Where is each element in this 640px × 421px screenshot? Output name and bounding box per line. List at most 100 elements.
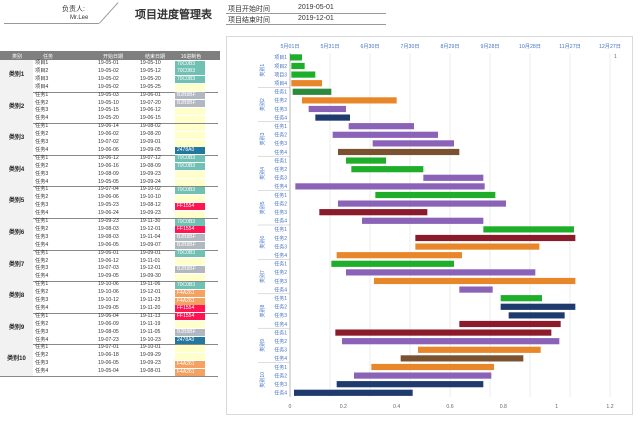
- table-row[interactable]: 任务4 19-06-24 19-09-23: [0, 210, 220, 218]
- hex-color-cell[interactable]: F4A261: [175, 368, 205, 376]
- start-date-cell[interactable]: 19-08-03: [98, 233, 119, 240]
- start-date-cell[interactable]: 19-06-24: [98, 210, 119, 217]
- hex-color-cell[interactable]: 70C0B3: [175, 250, 205, 258]
- start-date-cell[interactable]: 19-06-05: [98, 360, 119, 367]
- start-date-cell[interactable]: 19-08-05: [98, 328, 119, 335]
- end-date-cell[interactable]: 19-11-01: [140, 257, 161, 264]
- start-date-cell[interactable]: 19-06-04: [98, 312, 119, 319]
- hex-color-cell[interactable]: 70C0B3: [175, 281, 205, 289]
- end-date-cell[interactable]: 19-12-01: [140, 225, 161, 232]
- start-date-cell[interactable]: 19-06-09: [98, 320, 119, 327]
- start-date-cell[interactable]: 19-08-03: [98, 225, 119, 232]
- hex-color-cell[interactable]: B2B8BF: [175, 92, 205, 100]
- table-row[interactable]: 任务4 19-06-06 19-09-05 2478A0: [0, 147, 220, 155]
- table-row[interactable]: 任务1 19-06-04 19-11-13 FF1554: [0, 313, 220, 321]
- table-row[interactable]: 任务1 19-09-23 19-11-30 70C0B3: [0, 218, 220, 226]
- table-row[interactable]: 项目3 19-05-02 19-05-20 70C0B3: [0, 76, 220, 84]
- start-date-cell[interactable]: 19-05-02: [98, 75, 119, 82]
- start-date-cell[interactable]: 19-07-23: [98, 336, 119, 343]
- end-date-cell[interactable]: 19-08-20: [140, 131, 161, 138]
- task-cell[interactable]: 任务2: [35, 257, 49, 264]
- table-row[interactable]: 任务1 19-10-06 19-11-06 70C0B3: [0, 281, 220, 289]
- hex-color-cell[interactable]: [175, 139, 205, 147]
- task-cell[interactable]: 任务2: [35, 225, 49, 232]
- table-row[interactable]: 任务2 19-06-06 19-10-10: [0, 194, 220, 202]
- table-row[interactable]: 任务3 19-05-15 19-06-12: [0, 107, 220, 115]
- hex-color-cell[interactable]: [175, 171, 205, 179]
- task-cell[interactable]: 任务1: [35, 312, 49, 319]
- end-date-cell[interactable]: 19-11-23: [140, 297, 161, 303]
- hex-color-cell[interactable]: [175, 273, 205, 281]
- start-date-cell[interactable]: 19-06-01: [98, 249, 119, 256]
- table-row[interactable]: 任务2 19-06-12 19-11-01: [0, 258, 220, 266]
- hex-color-cell[interactable]: 2478A0: [175, 337, 205, 344]
- project-end-value[interactable]: 2019-12-01: [298, 15, 334, 22]
- hex-color-cell[interactable]: FF1554: [175, 313, 205, 321]
- hex-color-cell[interactable]: F4A261: [175, 289, 205, 297]
- end-date-cell[interactable]: 19-09-30: [140, 273, 161, 280]
- start-date-cell[interactable]: 19-07-01: [98, 344, 119, 351]
- start-date-cell[interactable]: 19-09-23: [98, 218, 119, 224]
- table-row[interactable]: 任务3 19-05-23 19-08-12 FF1554: [0, 202, 220, 210]
- task-cell[interactable]: 任务3: [35, 265, 49, 272]
- start-date-cell[interactable]: 19-06-12: [98, 154, 119, 161]
- end-date-cell[interactable]: 19-09-07: [140, 241, 161, 248]
- end-date-cell[interactable]: 19-11-05: [140, 328, 161, 335]
- hex-color-cell[interactable]: 70C0B3: [175, 76, 205, 84]
- hex-color-cell[interactable]: 70C0B3: [175, 68, 205, 76]
- end-date-cell[interactable]: 19-10-10: [140, 194, 161, 201]
- task-cell[interactable]: 任务1: [35, 249, 49, 256]
- hex-color-cell[interactable]: F4A261: [175, 360, 205, 368]
- hex-color-cell[interactable]: B2B8BF: [175, 234, 205, 242]
- end-date-cell[interactable]: 19-12-01: [140, 265, 161, 272]
- table-row[interactable]: 任务4 19-09-05 19-09-30: [0, 273, 220, 281]
- end-date-cell[interactable]: 19-11-19: [140, 320, 161, 327]
- table-row[interactable]: 任务1 19-06-12 19-07-12 70C0B3: [0, 155, 220, 163]
- start-date-cell[interactable]: 19-07-03: [98, 265, 119, 272]
- task-cell[interactable]: 任务4: [35, 146, 49, 153]
- task-cell[interactable]: 任务1: [35, 281, 49, 288]
- table-row[interactable]: 任务2 19-06-16 19-08-09 70C0B3: [0, 163, 220, 171]
- start-date-cell[interactable]: 19-06-02: [98, 131, 119, 138]
- end-date-cell[interactable]: 19-06-15: [140, 115, 161, 122]
- end-date-cell[interactable]: 19-06-12: [140, 107, 161, 114]
- start-date-cell[interactable]: 19-06-12: [98, 257, 119, 264]
- hex-color-cell[interactable]: [175, 107, 205, 115]
- hex-color-cell[interactable]: B2B8BF: [175, 100, 205, 107]
- hex-color-cell[interactable]: FF1554: [175, 305, 205, 313]
- end-date-cell[interactable]: 19-07-12: [140, 154, 161, 161]
- task-cell[interactable]: 任务3: [35, 107, 49, 114]
- task-cell[interactable]: 项目4: [35, 83, 49, 90]
- table-row[interactable]: 任务1 19-06-14 19-08-02: [0, 123, 220, 131]
- end-date-cell[interactable]: 19-08-01: [140, 368, 161, 375]
- hex-color-cell[interactable]: 70C0B3: [175, 218, 205, 226]
- end-date-cell[interactable]: 19-11-04: [140, 233, 161, 240]
- table-row[interactable]: 任务4 19-05-05 19-09-24: [0, 179, 220, 187]
- hex-color-cell[interactable]: 2478A0: [175, 147, 205, 155]
- hex-color-cell[interactable]: [175, 210, 205, 218]
- hex-color-cell[interactable]: [175, 179, 205, 186]
- table-row[interactable]: 任务4 19-06-05 19-09-07 B2B8BF: [0, 242, 220, 250]
- start-date-cell[interactable]: 19-05-01: [98, 60, 119, 66]
- hex-color-cell[interactable]: [175, 84, 205, 92]
- end-date-cell[interactable]: 19-05-25: [140, 83, 161, 90]
- task-cell[interactable]: 任务2: [35, 289, 49, 296]
- task-cell[interactable]: 任务4: [35, 368, 49, 375]
- start-date-cell[interactable]: 19-05-03: [98, 91, 119, 98]
- start-date-cell[interactable]: 19-05-04: [98, 368, 119, 375]
- table-row[interactable]: 任务2 19-08-03 19-12-01 FF1554: [0, 226, 220, 234]
- table-row[interactable]: 任务3 19-08-05 19-11-05 B2B8BF: [0, 329, 220, 337]
- hex-color-cell[interactable]: [175, 321, 205, 329]
- table-row[interactable]: 任务3 19-10-12 19-11-23 F4A261: [0, 297, 220, 305]
- task-cell[interactable]: 任务2: [35, 162, 49, 169]
- hex-color-cell[interactable]: [175, 258, 205, 265]
- end-date-cell[interactable]: 19-11-06: [140, 281, 161, 288]
- task-cell[interactable]: 任务3: [35, 360, 49, 367]
- task-cell[interactable]: 任务4: [35, 273, 49, 280]
- task-cell[interactable]: 任务1: [35, 91, 49, 98]
- table-row[interactable]: 任务3 19-07-03 19-12-01 B2B8BF: [0, 265, 220, 273]
- end-date-cell[interactable]: 19-08-02: [140, 123, 161, 130]
- end-date-cell[interactable]: 19-11-20: [140, 304, 161, 311]
- hex-color-cell[interactable]: B2B8BF: [175, 265, 205, 273]
- end-date-cell[interactable]: 19-08-12: [140, 202, 161, 209]
